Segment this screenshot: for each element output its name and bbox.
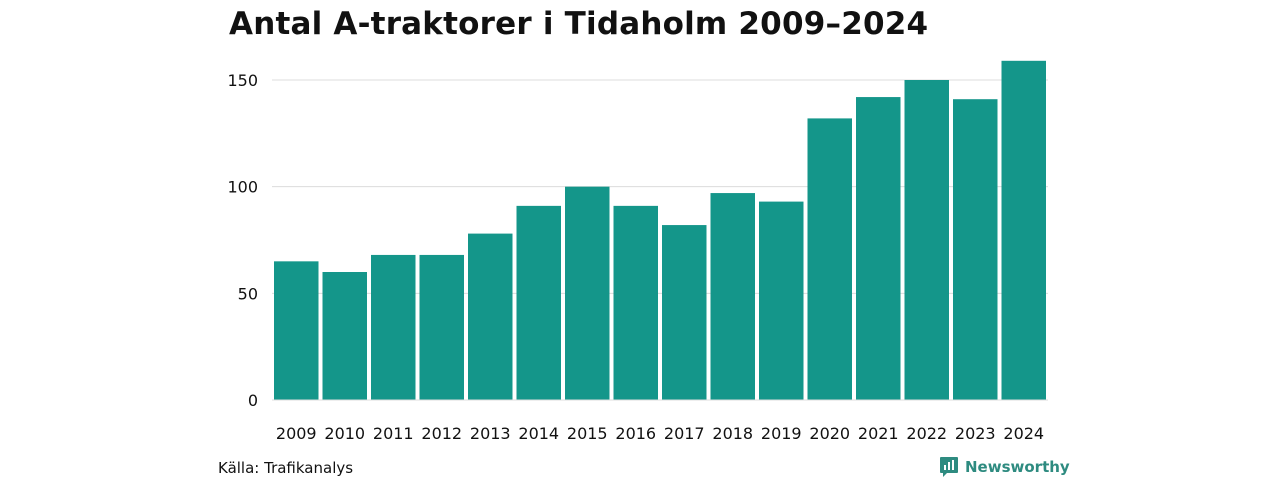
newsworthy-logo-icon bbox=[940, 457, 958, 477]
bars bbox=[274, 60, 1046, 401]
y-axis-ticks: 0 50 100 150 bbox=[227, 71, 258, 410]
bar-2010 bbox=[322, 272, 367, 400]
bar-2017 bbox=[662, 225, 707, 400]
bar-2019 bbox=[759, 201, 804, 400]
x-tick-label: 2021 bbox=[858, 424, 899, 443]
bar-2013 bbox=[468, 233, 513, 400]
x-tick-label: 2019 bbox=[761, 424, 802, 443]
bar-2020 bbox=[807, 118, 852, 401]
y-tick-label: 150 bbox=[227, 71, 258, 90]
x-tick-label: 2018 bbox=[712, 424, 753, 443]
x-tick-label: 2015 bbox=[567, 424, 608, 443]
bar-2009 bbox=[274, 261, 319, 400]
x-tick-label: 2012 bbox=[421, 424, 462, 443]
bar-2014 bbox=[516, 205, 561, 400]
bar-2022 bbox=[904, 80, 949, 400]
bar-2021 bbox=[856, 97, 901, 401]
x-tick-label: 2010 bbox=[324, 424, 365, 443]
y-tick-label: 0 bbox=[248, 391, 258, 410]
bar-2012 bbox=[419, 254, 464, 400]
x-tick-label: 2016 bbox=[615, 424, 656, 443]
x-tick-label: 2017 bbox=[664, 424, 705, 443]
y-tick-label: 50 bbox=[238, 284, 258, 303]
bar-2018 bbox=[710, 193, 755, 400]
x-tick-label: 2013 bbox=[470, 424, 511, 443]
x-tick-label: 2014 bbox=[518, 424, 559, 443]
brand-logo[interactable]: Newsworthy bbox=[939, 456, 1070, 478]
bar-2023 bbox=[953, 99, 998, 400]
y-tick-label: 100 bbox=[227, 178, 258, 197]
x-tick-label: 2020 bbox=[809, 424, 850, 443]
brand-name: Newsworthy bbox=[965, 458, 1070, 476]
bar-2011 bbox=[371, 254, 416, 400]
bar-2016 bbox=[613, 205, 658, 400]
x-tick-label: 2011 bbox=[373, 424, 414, 443]
chart-title: Antal A-traktorer i Tidaholm 2009–2024 bbox=[229, 6, 929, 42]
bar-2024 bbox=[1001, 60, 1046, 401]
x-tick-label: 2022 bbox=[906, 424, 947, 443]
x-axis-ticks: 2009 2010 2011 2012 2013 2014 2015 2016 2017 2018… bbox=[276, 424, 1044, 443]
bar-2015 bbox=[565, 186, 610, 400]
x-tick-label: 2024 bbox=[1003, 424, 1044, 443]
x-tick-label: 2023 bbox=[955, 424, 996, 443]
source-label: Källa: Trafikanalys bbox=[218, 459, 354, 477]
x-tick-label: 2009 bbox=[276, 424, 317, 443]
